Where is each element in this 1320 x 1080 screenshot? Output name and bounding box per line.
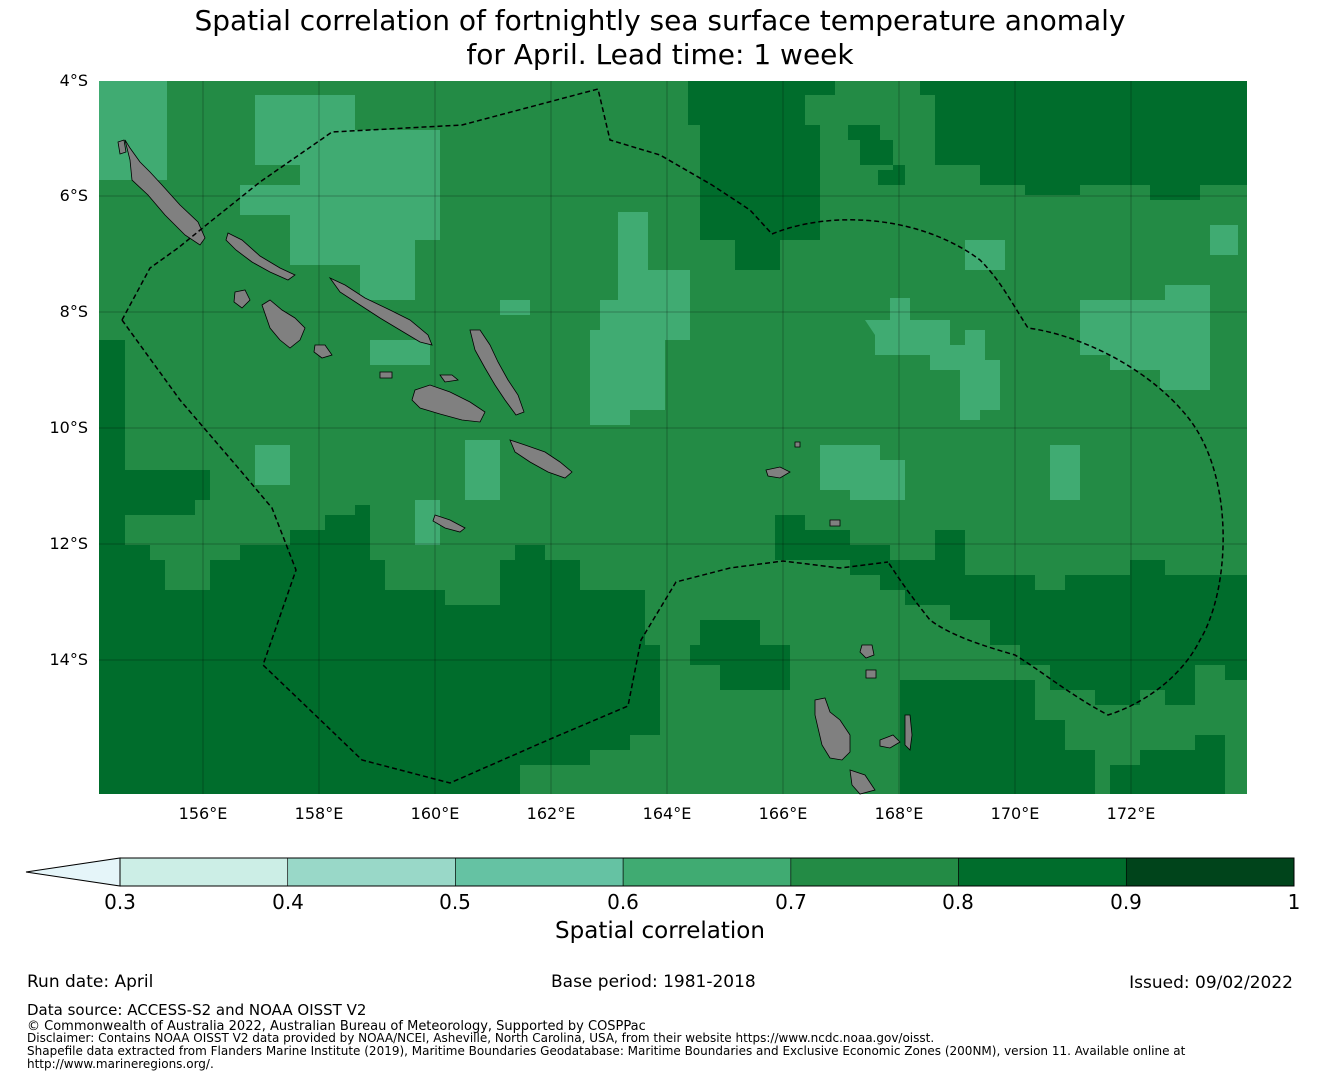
shapefile-url: http://www.marineregions.org/.	[27, 1057, 214, 1071]
colorbar-tick-0.4: 0.4	[272, 890, 304, 914]
russell-island	[313, 344, 333, 359]
correlation-regions-0.8	[99, 81, 1247, 794]
colorbar-tick-0.3: 0.3	[104, 890, 136, 914]
colorbar-bin-0	[119, 857, 289, 887]
eez-boundaries	[121, 88, 1224, 784]
pentecost-island	[904, 714, 913, 751]
colorbar-bin-4	[790, 857, 959, 887]
graticule	[99, 81, 1247, 794]
vanuatu-eez	[771, 219, 1224, 716]
malaita-island	[469, 329, 525, 416]
correlation-field	[99, 81, 1247, 794]
colorbar-bin-2	[455, 857, 624, 887]
vella-lavella-island	[233, 289, 251, 309]
santa-cruz-island	[765, 466, 791, 479]
colorbar-bin-5	[958, 857, 1127, 887]
colorbar	[25, 857, 1295, 887]
guadalcanal-island	[411, 384, 486, 423]
espiritu-santo-island	[814, 697, 851, 761]
solomon-islands-eez	[121, 88, 773, 321]
lat-label-12s: 12°S	[49, 534, 88, 553]
buka-island	[117, 139, 127, 155]
ambae-island	[859, 644, 875, 659]
solomon-islands-eez-south	[121, 319, 889, 784]
makira-island	[509, 439, 573, 479]
colorbar-extend-arrow	[25, 857, 121, 887]
lat-label-8s: 8°S	[59, 302, 88, 321]
colorbar-label: Spatial correlation	[555, 918, 765, 944]
small-islet-3	[439, 374, 459, 383]
land-masses	[117, 139, 913, 795]
title-line-1: Spatial correlation of fortnightly sea s…	[194, 4, 1126, 37]
lon-label-170e: 170°E	[990, 804, 1040, 823]
colorbar-bin-1	[287, 857, 456, 887]
colorbar-bin-3	[622, 857, 792, 887]
lat-label-4s: 4°S	[59, 71, 88, 90]
shapefile-credit: Shapefile data extracted from Flanders M…	[27, 1044, 1186, 1058]
lat-label-6s: 6°S	[59, 186, 88, 205]
correlation-regions-0.6	[99, 81, 1238, 545]
lon-label-158e: 158°E	[294, 804, 344, 823]
vanua-lava-island	[865, 669, 877, 679]
colorbar-tick-0.6: 0.6	[607, 890, 639, 914]
choiseul-island	[225, 232, 296, 281]
colorbar-tick-0.9: 0.9	[1110, 890, 1142, 914]
issued-date: Issued: 09/02/2022	[1129, 973, 1293, 993]
small-islet-1	[829, 519, 841, 527]
map-title: Spatial correlation of fortnightly sea s…	[0, 4, 1320, 72]
copyright-notice: © Commonwealth of Australia 2022, Austra…	[27, 1019, 646, 1034]
colorbar-tick-0.8: 0.8	[942, 890, 974, 914]
efate-island	[849, 769, 876, 795]
disclaimer-notice: Disclaimer: Contains NOAA OISST V2 data …	[27, 1031, 935, 1045]
lon-label-166e: 166°E	[758, 804, 808, 823]
lon-label-156e: 156°E	[178, 804, 228, 823]
santa-isabel-island	[328, 276, 433, 346]
lon-label-160e: 160°E	[410, 804, 460, 823]
lat-label-14s: 14°S	[49, 650, 88, 669]
small-islet-2	[794, 441, 801, 448]
lon-label-172e: 172°E	[1106, 804, 1156, 823]
rennell-island	[432, 514, 466, 533]
run-date: Run date: April	[27, 972, 154, 992]
malakula-island	[879, 734, 901, 749]
colorbar-bin-6	[1125, 857, 1295, 887]
nggela-island	[379, 371, 393, 379]
data-source: Data source: ACCESS-S2 and NOAA OISST V2	[27, 1001, 367, 1019]
title-line-2: for April. Lead time: 1 week	[466, 38, 854, 71]
colorbar-tick-0.7: 0.7	[775, 890, 807, 914]
colorbar-tick-0.5: 0.5	[439, 890, 471, 914]
lat-label-10s: 10°S	[49, 418, 88, 437]
bougainville-island	[124, 139, 206, 246]
lon-label-168e: 168°E	[874, 804, 924, 823]
new-georgia-island	[261, 299, 306, 349]
lon-label-164e: 164°E	[642, 804, 692, 823]
base-period: Base period: 1981-2018	[551, 972, 756, 992]
colorbar-tick-1: 1	[1287, 890, 1301, 914]
lon-label-162e: 162°E	[526, 804, 576, 823]
